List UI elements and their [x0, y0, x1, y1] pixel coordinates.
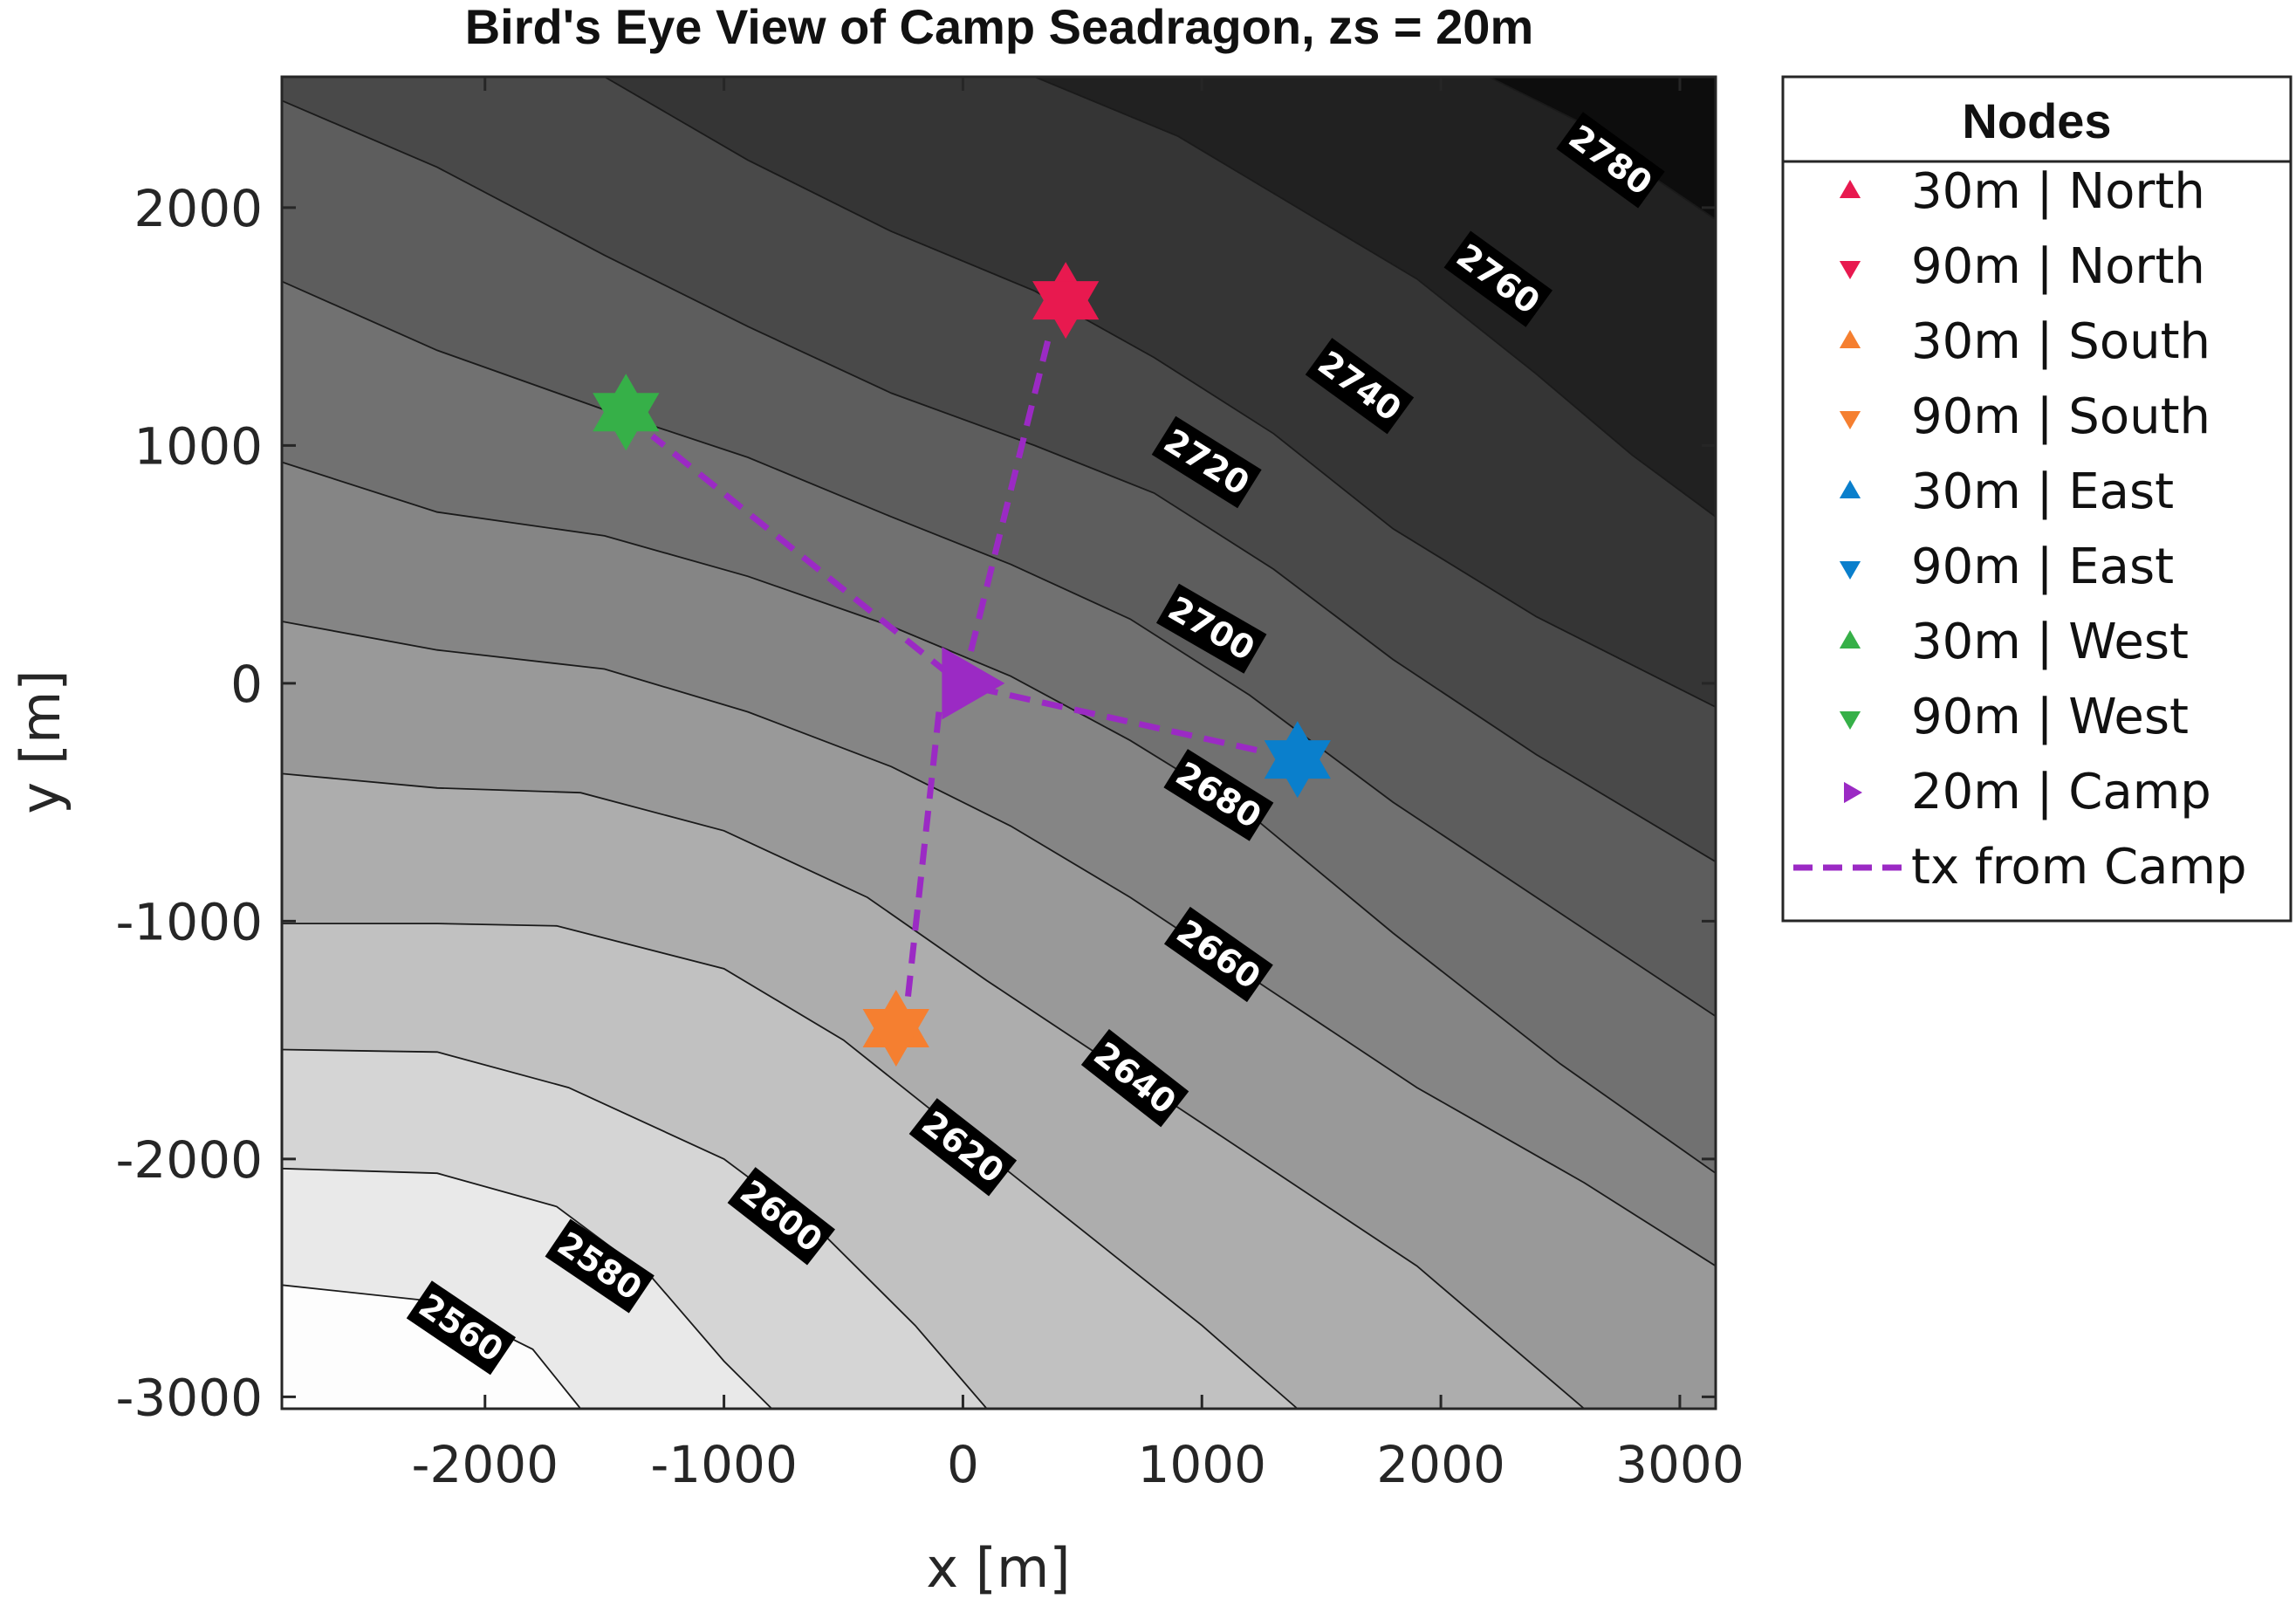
contour-label-bg — [1155, 583, 1267, 674]
node-marker-north — [1032, 262, 1100, 340]
node-marker-90m-east — [1264, 740, 1331, 799]
contour-label-bg — [908, 1098, 1018, 1197]
y-tick-label: -2000 — [115, 1130, 263, 1190]
contour-label-bg — [1305, 338, 1415, 435]
camp-marker — [942, 647, 1005, 720]
contour-line-2740 — [604, 77, 1716, 708]
x-tick-label: 1000 — [1137, 1435, 1266, 1494]
link-line-south — [904, 711, 942, 998]
link-lines — [650, 330, 1267, 998]
legend-marker-down — [1839, 261, 1861, 279]
node-marker-east — [1264, 721, 1331, 799]
legend-entry: 30m | East — [1839, 463, 2174, 520]
legend-marker-down — [1839, 561, 1861, 580]
contour-label-bg — [1080, 1029, 1189, 1128]
legend-label: 30m | East — [1911, 463, 2174, 520]
contour-label-bg — [1151, 415, 1262, 509]
node-markers — [593, 262, 1331, 1067]
contour-line-2600 — [282, 1048, 988, 1409]
contour-fill-2560 — [282, 1285, 1716, 1409]
legend-label: 90m | East — [1911, 539, 2174, 595]
y-tick-label: 2000 — [134, 179, 263, 238]
contour-line-2760 — [1034, 77, 1716, 518]
axis-ticks: -2000 -1000 0 1000 2000 3000 2000 1000 0 -1000 -20… — [115, 77, 1744, 1494]
legend-marker-right — [1844, 781, 1862, 804]
contour-label-bg — [1163, 749, 1274, 841]
node-marker-90m-north — [1032, 281, 1100, 340]
legend-marker-up — [1839, 480, 1861, 498]
contour-line-2660 — [282, 621, 1716, 1267]
contour-label-bg — [1163, 906, 1273, 1003]
legend-marker-up — [1839, 330, 1861, 348]
legend-label: 90m | South — [1911, 388, 2210, 445]
legend-marker-down — [1839, 411, 1861, 429]
contour-line-2680 — [282, 461, 1716, 1174]
legend-title: Nodes — [1962, 93, 2111, 148]
contour-label-bg — [727, 1167, 836, 1266]
contour-line-2620 — [282, 923, 1299, 1409]
legend-marker-up — [1839, 180, 1861, 198]
legend-label: 20m | Camp — [1911, 764, 2211, 820]
plot-frame — [280, 75, 1717, 1410]
link-line-north — [960, 330, 1053, 684]
contour-label-bg — [1556, 112, 1665, 209]
x-tick-label: 0 — [947, 1435, 979, 1494]
plot-area: 2560258026002620264026602680270027202740… — [115, 75, 1744, 1494]
legend-label: 90m | West — [1911, 689, 2189, 745]
legend-entry: 90m | East — [1839, 539, 2174, 595]
x-axis-label: x [m] — [926, 1536, 1070, 1599]
node-marker-90m-west — [593, 393, 660, 451]
contour-line-2720 — [282, 100, 1716, 863]
legend-label: tx from Camp — [1911, 839, 2247, 896]
y-tick-label: 1000 — [134, 416, 263, 476]
legend-marker-down — [1839, 711, 1861, 730]
x-tick-label: 3000 — [1615, 1435, 1744, 1494]
contour-line-2700 — [282, 280, 1716, 1018]
contour-fill-2580 — [282, 1168, 1716, 1409]
legend-entry: 90m | South — [1839, 388, 2210, 445]
node-marker-west — [593, 374, 660, 451]
legend: Nodes 30m | North 90m | North 30m | South 9… — [1781, 75, 2293, 923]
contour-label-bg — [545, 1218, 655, 1314]
legend-entry: 30m | North — [1839, 163, 2205, 220]
contour-lines — [282, 77, 1716, 1409]
contour-label-bg — [406, 1280, 517, 1376]
x-tick-label: -1000 — [650, 1435, 798, 1494]
contour-label-bg — [1443, 230, 1553, 327]
legend-label: 30m | West — [1911, 614, 2189, 670]
y-tick-label: 0 — [230, 655, 263, 714]
y-tick-label: -1000 — [115, 892, 263, 951]
link-line-west — [650, 433, 951, 676]
legend-entry: 90m | North — [1839, 238, 2205, 295]
y-tick-label: -3000 — [115, 1368, 263, 1427]
y-axis-label: y [m] — [9, 669, 72, 813]
chart-title: Bird's Eye View of Camp Seadragon, zs = … — [465, 0, 1534, 54]
legend-entry: 90m | West — [1839, 689, 2189, 745]
legend-entry: 20m | Camp — [1844, 764, 2211, 820]
x-tick-label: 2000 — [1376, 1435, 1505, 1494]
legend-label: 90m | North — [1911, 238, 2205, 295]
legend-box — [1781, 75, 2293, 923]
x-tick-label: -2000 — [411, 1435, 559, 1494]
contour-line-2640 — [282, 772, 1585, 1409]
legend-entries: 30m | North 90m | North 30m | South 90m | S… — [1793, 163, 2247, 896]
link-line-east — [977, 684, 1267, 756]
legend-label: 30m | North — [1911, 163, 2205, 220]
legend-label: 30m | South — [1911, 313, 2210, 370]
legend-entry: 30m | West — [1839, 614, 2189, 670]
node-marker-90m-south — [862, 1009, 929, 1067]
legend-entry: tx from Camp — [1793, 839, 2247, 896]
legend-entry: 30m | South — [1839, 313, 2210, 370]
legend-marker-up — [1839, 630, 1861, 649]
node-marker-south — [862, 990, 929, 1067]
